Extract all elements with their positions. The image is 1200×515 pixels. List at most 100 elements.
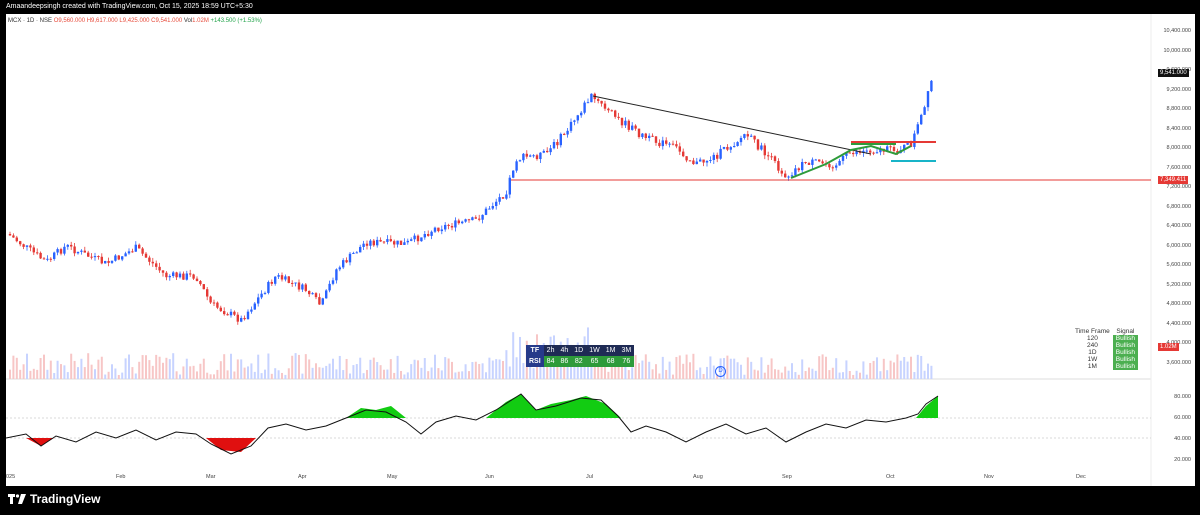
volume-bar [22, 364, 25, 379]
volume-bar [430, 367, 433, 379]
candle-body [294, 282, 297, 284]
candle-body [100, 256, 103, 264]
candle-body [671, 143, 675, 145]
candle-body [566, 130, 569, 135]
candle-body [175, 272, 178, 278]
volume-bar [338, 355, 341, 379]
volume-bar [678, 355, 681, 379]
volume-bar [355, 364, 358, 379]
candle-body [19, 241, 22, 245]
price-axis-tick: 5,600.000 [1166, 262, 1191, 268]
rsi-line [6, 393, 939, 455]
volume-bar [131, 367, 134, 379]
volume-bar [753, 369, 756, 379]
volume-bar [260, 373, 263, 379]
signal-timeframe: 1M [1087, 363, 1097, 370]
volume-bar [270, 373, 273, 379]
price-chart[interactable] [6, 14, 1195, 486]
candle-body [624, 120, 627, 126]
candle-body [406, 240, 409, 243]
candle-body [719, 148, 722, 159]
volume-bar [369, 359, 372, 379]
candle-body [688, 160, 692, 162]
volume-bar [315, 363, 317, 379]
volume-bar [488, 357, 491, 379]
candle-body [794, 168, 797, 176]
chart-frame[interactable]: MCX · 1D · NSE O9,560.000 H9,617.000 L9,… [6, 14, 1195, 486]
volume-bar [335, 369, 338, 379]
high-value: H9,617.000 [86, 18, 118, 24]
candle-body [403, 242, 406, 245]
candle-body [110, 260, 114, 263]
volume-bar [733, 358, 736, 379]
candle-body [753, 135, 756, 140]
candle-body [801, 162, 804, 171]
candle-body [185, 273, 188, 280]
volume-bar [508, 366, 511, 379]
volume-bar [876, 357, 878, 379]
volume-bar [457, 371, 460, 379]
volume-bar [593, 355, 596, 379]
volume-bar [53, 373, 56, 379]
candle-body [182, 273, 185, 280]
volume-bar [267, 353, 270, 379]
symbol-legend: MCX · 1D · NSE O9,560.000 H9,617.000 L9,… [8, 18, 262, 24]
volume-bar [498, 359, 501, 379]
candle-body [32, 247, 35, 253]
candle-body [556, 141, 559, 146]
volume-bar [763, 372, 766, 379]
candle-body [600, 100, 603, 104]
volume-bar [743, 374, 746, 379]
candle-body [342, 260, 345, 268]
candle-body [318, 297, 321, 305]
volume-bar [855, 370, 858, 379]
candle-body [498, 197, 501, 202]
candle-body [386, 239, 389, 242]
volume-bar [70, 353, 73, 379]
candle-body [804, 162, 807, 164]
volume-bar [26, 353, 28, 379]
volume-bar [49, 360, 52, 379]
month-label: Apr [298, 474, 307, 480]
candle-body [743, 134, 746, 138]
volume-bar [604, 362, 606, 379]
volume-bar [66, 372, 69, 379]
candle-body [722, 146, 726, 149]
candle-body [583, 102, 586, 113]
volume-bar [685, 354, 688, 379]
volume-badge: 1.02M [1158, 343, 1179, 351]
candle-body [362, 243, 365, 247]
volume-bar [189, 366, 192, 379]
price-axis-tick: 8,000.000 [1166, 145, 1191, 151]
volume-bar [440, 370, 443, 379]
candle-body [42, 258, 46, 260]
volume-bar [869, 362, 872, 379]
rsi-axis-tick: 80.000 [1174, 394, 1191, 400]
volume-bar [495, 359, 498, 379]
candle-body [195, 278, 199, 282]
signal-row: 1M Bullish [1072, 363, 1138, 370]
candle-body [138, 244, 141, 249]
candle-body [144, 253, 148, 258]
candle-body [393, 241, 396, 245]
volume-bar [12, 355, 15, 379]
volume-bar [774, 369, 776, 379]
candle-body [15, 237, 18, 242]
candle-body [920, 114, 923, 125]
volume-bar [672, 374, 674, 379]
candle-body [906, 142, 909, 145]
volume-bar [168, 359, 171, 379]
volume-bar [644, 354, 647, 379]
tradingview-logo[interactable]: TradingView [8, 492, 100, 506]
caption-bar: Amaandeepsingh created with TradingView.… [0, 0, 1200, 14]
candle-body [552, 141, 556, 149]
volume-bar [77, 367, 79, 379]
candle-body [22, 244, 25, 247]
candle-body [505, 194, 508, 199]
volume-bar [134, 373, 137, 379]
dividend-marker-icon[interactable]: D [715, 366, 726, 377]
candle-body [848, 152, 851, 154]
candle-body [661, 140, 664, 147]
candle-body [855, 151, 858, 155]
candle-body [495, 201, 498, 207]
